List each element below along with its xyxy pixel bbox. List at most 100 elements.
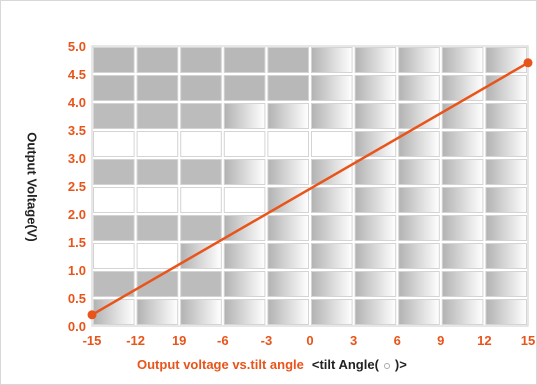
grid-cell <box>485 159 527 185</box>
grid-cell <box>180 103 222 129</box>
grid-cell <box>441 215 484 241</box>
grid-cell <box>485 215 527 241</box>
x-axis-unit-label-close: )> <box>394 357 407 372</box>
grid-cell <box>311 187 353 213</box>
grid-cell <box>267 47 309 73</box>
x-tick-label: -15 <box>83 333 102 348</box>
grid-cell <box>485 271 527 297</box>
y-tick-label: 2.0 <box>68 207 86 222</box>
grid-cell <box>223 271 266 297</box>
grid-cell <box>485 47 527 73</box>
grid-cell <box>223 103 266 129</box>
grid-cell <box>180 131 222 157</box>
grid-cell <box>441 75 484 101</box>
grid-cell <box>398 271 440 297</box>
grid-cell <box>223 187 266 213</box>
series-point <box>523 58 533 68</box>
degree-symbol-icon <box>383 362 390 369</box>
grid-cell <box>180 187 222 213</box>
x-tick-label: -3 <box>261 333 273 348</box>
grid-cell <box>441 299 484 325</box>
series-line <box>91 61 529 316</box>
y-tick-label: 0.5 <box>68 291 86 306</box>
x-axis-unit-label-open: <tilt Angle( <box>311 357 379 372</box>
grid-cell <box>441 187 484 213</box>
grid-cell <box>311 243 353 269</box>
grid-cell <box>136 187 179 213</box>
x-tick-label: 19 <box>172 333 186 348</box>
grid-cell <box>398 215 440 241</box>
grid-cell <box>398 47 440 73</box>
grid-cell <box>354 215 397 241</box>
x-axis-title: Output voltage vs.tilt angle <box>137 357 304 372</box>
grid-cell <box>223 159 266 185</box>
grid-cell <box>136 131 179 157</box>
grid-cell <box>398 299 440 325</box>
grid-cell <box>267 243 309 269</box>
grid-cell <box>180 299 222 325</box>
grid-cell <box>136 103 179 129</box>
grid-cell <box>267 215 309 241</box>
grid-cell <box>398 131 440 157</box>
grid-cell <box>485 103 527 129</box>
grid-cell <box>267 299 309 325</box>
grid-cell <box>398 103 440 129</box>
grid-cell <box>223 299 266 325</box>
grid-cell <box>311 299 353 325</box>
grid-cell <box>180 271 222 297</box>
grid-cell <box>398 159 440 185</box>
grid-cell <box>354 187 397 213</box>
grid-cell <box>223 75 266 101</box>
grid-cell <box>136 243 179 269</box>
series-group <box>87 58 533 320</box>
grid-cell <box>441 131 484 157</box>
grid-cell <box>485 131 527 157</box>
x-axis-caption: Output voltage vs.tilt angle <tilt Angle(… <box>137 357 407 372</box>
grid-cell <box>311 75 353 101</box>
grid-cell <box>311 215 353 241</box>
y-tick-label: 3.0 <box>68 151 86 166</box>
x-axis-unit-label: <tilt Angle( )> <box>312 357 407 372</box>
grid-cell <box>93 215 135 241</box>
grid-cell <box>93 271 135 297</box>
grid-cell <box>136 215 179 241</box>
grid-cell <box>180 159 222 185</box>
grid-cell <box>311 131 353 157</box>
grid-cell <box>441 271 484 297</box>
y-tick-label: 1.0 <box>68 263 86 278</box>
grid-cell <box>485 187 527 213</box>
grid-cell <box>93 159 135 185</box>
y-tick-label: 0.0 <box>68 319 86 334</box>
grid-cell <box>311 271 353 297</box>
y-tick-label: 1.5 <box>68 235 86 250</box>
grid-cell <box>441 103 484 129</box>
grid-cell <box>93 243 135 269</box>
x-tick-label: 15 <box>521 333 535 348</box>
x-tick-label: 0 <box>306 333 313 348</box>
grid-cell <box>267 271 309 297</box>
grid-cell <box>180 75 222 101</box>
x-tick-label: 12 <box>477 333 491 348</box>
grid-cell <box>354 159 397 185</box>
grid-cell <box>223 243 266 269</box>
grid-cell <box>93 103 135 129</box>
grid-cell <box>441 47 484 73</box>
x-tick-label: -6 <box>217 333 229 348</box>
grid-cell <box>354 299 397 325</box>
y-tick-label: 4.5 <box>68 67 86 82</box>
grid-cell <box>180 47 222 73</box>
grid-cell <box>485 299 527 325</box>
grid-cell <box>398 75 440 101</box>
grid-cell <box>93 187 135 213</box>
grid-cell <box>93 131 135 157</box>
grid-cell <box>311 47 353 73</box>
grid-cell <box>180 243 222 269</box>
grid-cell <box>136 75 179 101</box>
grid-cell <box>136 299 179 325</box>
grid-cell <box>223 47 266 73</box>
grid-cell <box>354 75 397 101</box>
grid-cells <box>93 47 527 325</box>
x-tick-label: 3 <box>350 333 357 348</box>
grid-cell <box>398 187 440 213</box>
grid-cell <box>354 47 397 73</box>
